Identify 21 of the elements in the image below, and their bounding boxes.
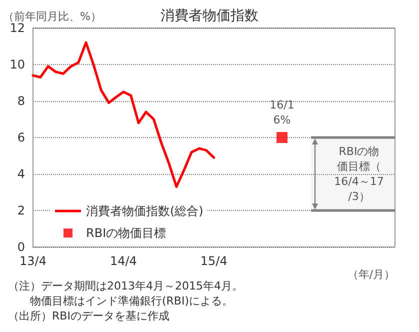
x-tick-label: 13/4 [20,254,46,268]
text: （注）データ期間は2013年4月～2015年4月。 [8,280,243,292]
x-tick-label: 15/4 [200,254,228,268]
y-axis-title: （前年同月比、%） [3,10,102,23]
legend-label: 消費者物価指数(総合) [86,204,204,218]
y-tick-label: 0 [17,240,25,254]
text: 物価目標はインド準備銀行(RBI)による。 [8,294,234,308]
y-tick-label: 4 [17,167,25,181]
y-tick-label: 8 [17,94,25,108]
x-axis-title: （年/月） [347,268,395,281]
band-label: RBIの物価目標（16/4～17/3） [334,145,384,203]
annotation: 16/1 6% [270,98,294,126]
x-tick-label: 14/4 [110,254,137,268]
line-series [32,41,216,188]
text: （出所）RBIのデータを基に作成 [8,310,170,322]
legend-label: RBIの物価目標 [86,226,166,240]
y-tick-label: 6 [17,130,25,144]
y-tick-label: 12 [10,21,25,35]
chart-title: 消費者物価指数 [160,8,258,24]
y-tick-label: 10 [10,58,25,72]
y-tick-label: 2 [17,204,25,218]
